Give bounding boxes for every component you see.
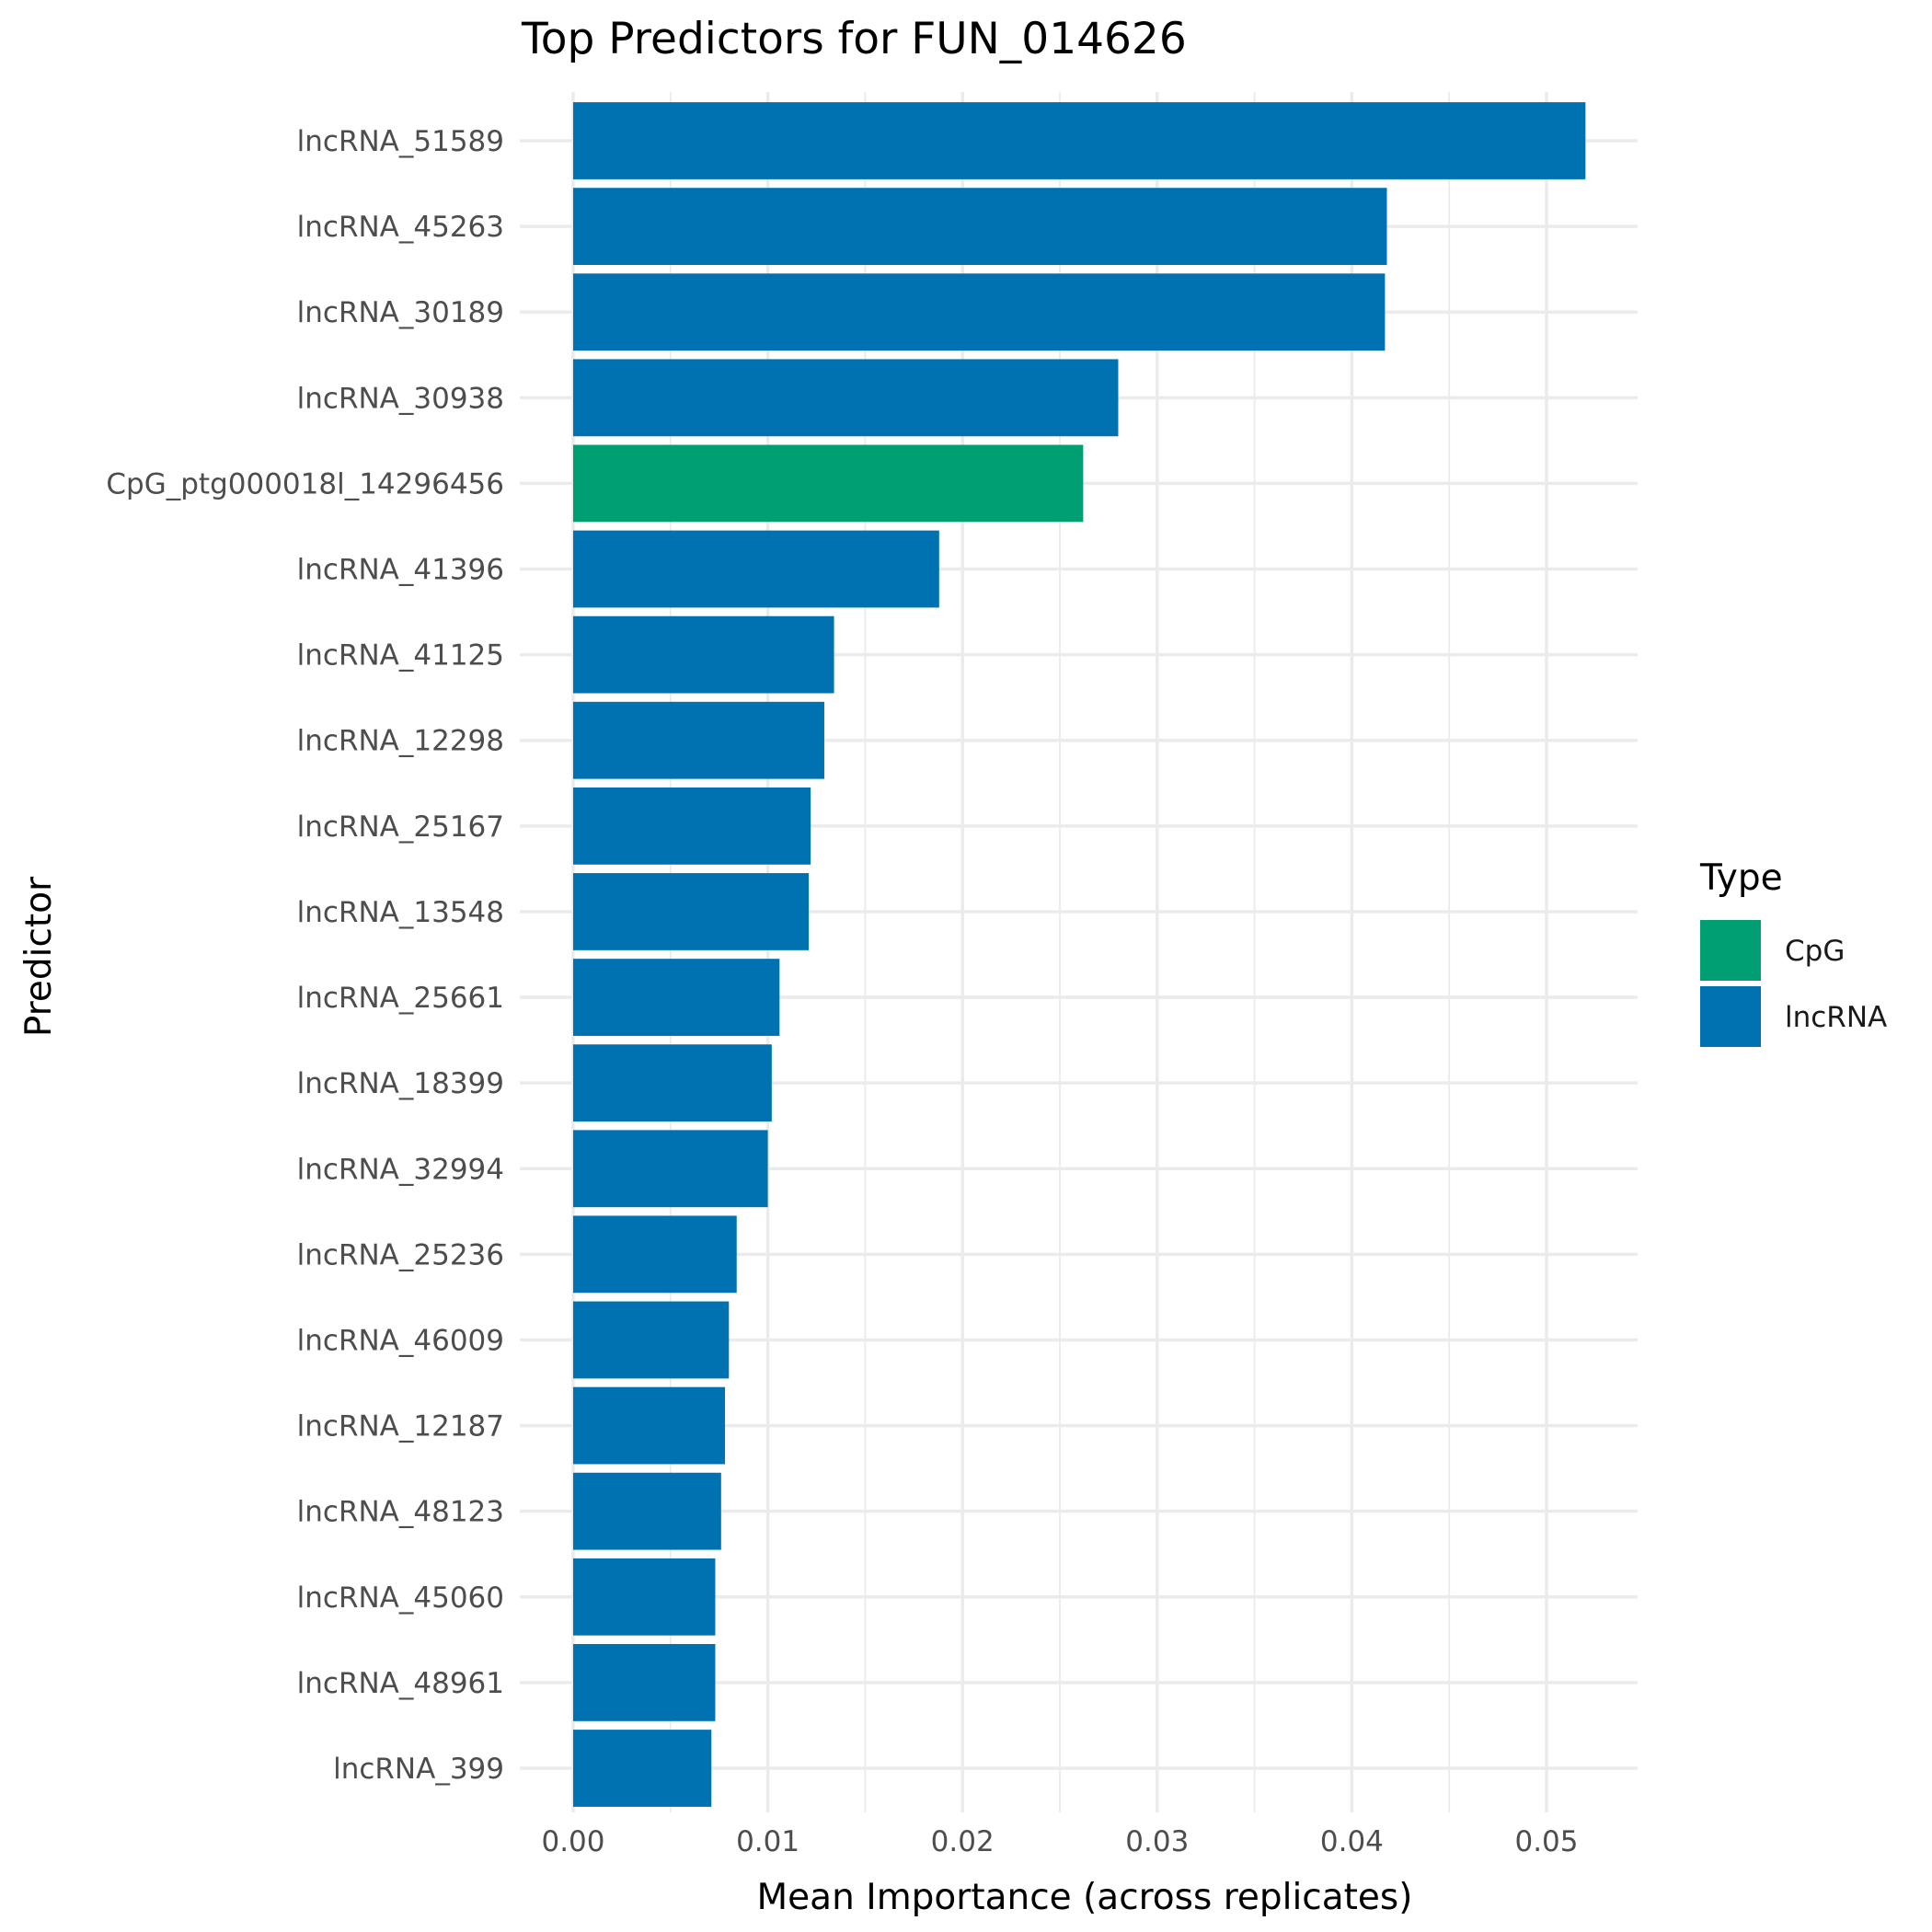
y-tick-label: lncRNA_41396 xyxy=(297,554,504,587)
y-tick-labels: lncRNA_51589 lncRNA_45263 lncRNA_30189 lncR… xyxy=(106,125,504,1786)
bar xyxy=(573,1044,772,1122)
bar xyxy=(573,444,1084,523)
y-tick-label: lncRNA_399 xyxy=(333,1753,504,1786)
bar xyxy=(573,102,1586,179)
y-tick-label: lncRNA_25661 xyxy=(297,982,504,1015)
bar xyxy=(573,1730,712,1807)
y-tick-label: lncRNA_48123 xyxy=(297,1496,504,1529)
bars xyxy=(573,102,1586,1807)
y-axis-title: Predictor xyxy=(18,876,60,1037)
bar xyxy=(573,188,1387,266)
y-tick-label: lncRNA_51589 xyxy=(297,125,504,158)
x-axis-title: Mean Importance (across replicates) xyxy=(757,1877,1413,1918)
y-tick-label: lncRNA_25167 xyxy=(297,811,504,844)
y-tick-label: lncRNA_18399 xyxy=(297,1067,504,1100)
bar xyxy=(573,1215,737,1294)
x-tick-label: 0.04 xyxy=(1320,1825,1384,1858)
y-tick-label: lncRNA_13548 xyxy=(297,896,504,929)
bar xyxy=(573,701,824,779)
x-tick-label: 0.02 xyxy=(931,1825,995,1858)
bar xyxy=(573,530,939,608)
bar xyxy=(573,615,834,694)
y-tick-label: lncRNA_30189 xyxy=(297,296,504,329)
x-tick-label: 0.01 xyxy=(736,1825,799,1858)
bar xyxy=(573,273,1386,351)
y-tick-label: lncRNA_25236 xyxy=(297,1238,504,1271)
bar xyxy=(573,1558,716,1636)
y-tick-label: lncRNA_12187 xyxy=(297,1410,504,1443)
y-tick-label: lncRNA_45263 xyxy=(297,211,504,244)
bar xyxy=(573,787,811,865)
x-tick-labels: 0.00 0.01 0.02 0.03 0.04 0.05 xyxy=(541,1825,1578,1858)
legend-swatch xyxy=(1700,920,1761,981)
y-tick-label: lncRNA_48961 xyxy=(297,1667,504,1700)
x-tick-label: 0.00 xyxy=(541,1825,604,1858)
bar xyxy=(573,1301,730,1379)
bar xyxy=(573,959,780,1036)
bar xyxy=(573,873,810,950)
bar xyxy=(573,1130,768,1208)
x-tick-label: 0.03 xyxy=(1125,1825,1189,1858)
y-tick-label: CpG_ptg000018l_14296456 xyxy=(106,467,504,500)
y-tick-label: lncRNA_45060 xyxy=(297,1581,504,1615)
bar xyxy=(573,1643,716,1721)
x-tick-label: 0.05 xyxy=(1514,1825,1578,1858)
legend-title: Type xyxy=(1699,857,1783,899)
bar xyxy=(573,1472,721,1550)
legend: Type CpG lncRNA xyxy=(1699,857,1887,1047)
y-tick-label: lncRNA_32994 xyxy=(297,1153,504,1186)
y-tick-label: lncRNA_41125 xyxy=(297,639,504,673)
legend-entries: CpG lncRNA xyxy=(1700,920,1887,1047)
legend-label: CpG xyxy=(1785,935,1845,968)
chart-title: Top Predictors for FUN_014626 xyxy=(521,14,1187,64)
y-tick-label: lncRNA_46009 xyxy=(297,1324,504,1357)
y-tick-label: lncRNA_12298 xyxy=(297,725,504,758)
legend-label: lncRNA xyxy=(1785,1001,1887,1034)
y-tick-label: lncRNA_30938 xyxy=(297,382,504,415)
bar xyxy=(573,359,1119,437)
bar xyxy=(573,1386,726,1465)
legend-swatch xyxy=(1700,986,1761,1047)
